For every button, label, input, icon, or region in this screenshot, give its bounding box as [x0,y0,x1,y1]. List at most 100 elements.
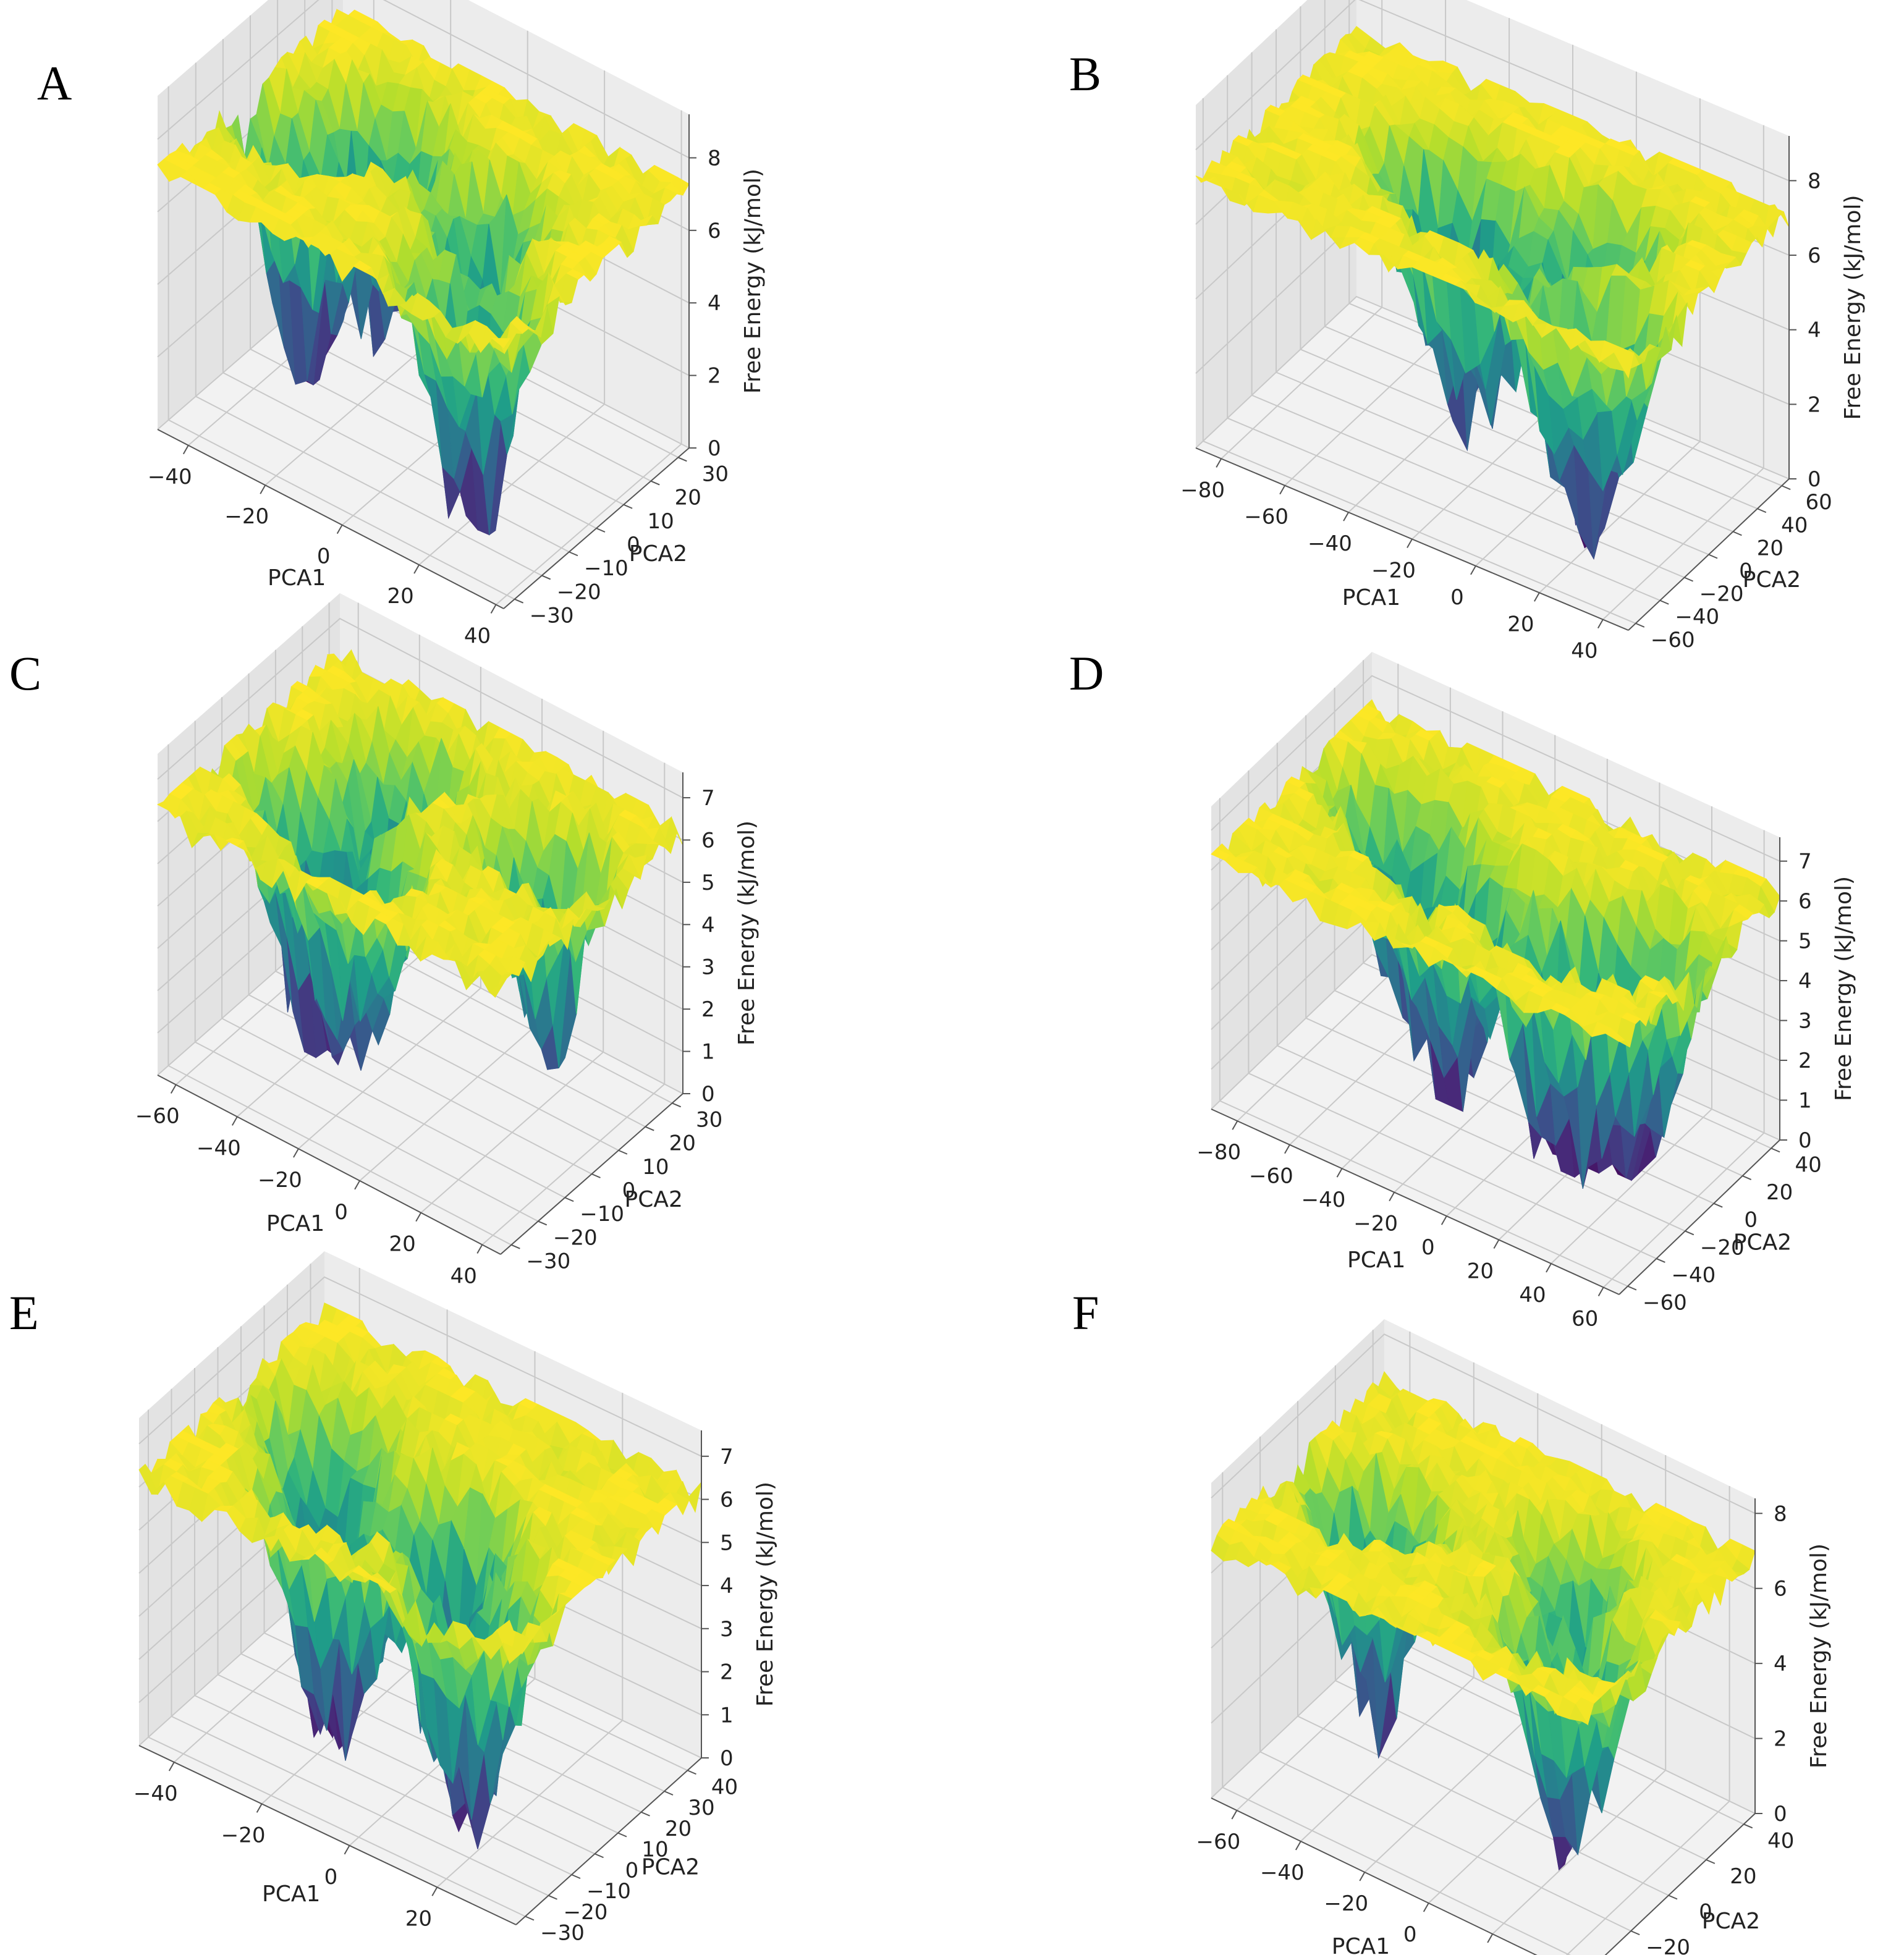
z-tick-label: 6 [701,828,715,853]
z-axis-title: Free Energy (kJ/mol) [1840,195,1866,420]
z-gridline [1211,1333,1756,1514]
y-tick-label: −20 [553,1225,598,1250]
x-axis-title: PCA1 [268,565,326,591]
x-tick-mark [1597,1286,1604,1296]
y-tick-label: 0 [1744,1208,1758,1233]
y-tick-label: −30 [530,604,574,628]
x-tick-mark [260,484,266,494]
x-tick-mark [413,564,420,574]
y-tick-mark [1685,1230,1695,1236]
y-tick-label: 20 [665,1817,692,1841]
x-tick-mark [231,1116,238,1126]
panel-d: D −80 −60 −40 −20 0 20 40 60 −60 −40 −20 0 20 40 0 1 2 3 4… [952,618,1904,1331]
y-tick-mark [664,1791,674,1796]
x-tick-mark [1493,1239,1500,1249]
z-axis-title: Free Energy (kJ/mol) [734,821,759,1045]
z-tick-label: 3 [720,1617,734,1642]
y-tick-label: 30 [696,1107,722,1132]
energy-surface [1211,1370,1756,1871]
x-tick-mark [1232,1120,1238,1130]
x-tick-mark [415,1212,422,1222]
x-axis-line [157,429,504,609]
z-tick-label: 6 [1808,243,1821,268]
z-tick-label: 8 [708,146,721,171]
energy-surface [1195,25,1790,560]
energy-surface [157,9,690,536]
x-tick-mark [1597,619,1604,629]
x-tick-label: −40 [148,465,192,489]
z-tick-label: 1 [1798,1089,1812,1113]
y-tick-mark [594,1853,604,1859]
x-tick-label: 40 [1571,639,1597,664]
z-tick-label: 5 [701,871,715,895]
x-tick-mark [182,445,189,455]
x-tick-label: −20 [224,504,269,529]
panel-a: A −40 −20 0 20 40 −30 −20 −10 0 10 20 30 0 2 4 6 8 PCA1 PC… [0,0,952,649]
x-tick-label: 60 [1572,1306,1598,1331]
y-tick-label: 20 [675,486,701,510]
x-axis-title: PCA1 [1347,1248,1405,1273]
y-tick-mark [541,575,551,580]
z-tick-label: 6 [708,219,721,243]
y-tick-label: −20 [1700,1235,1745,1260]
z-tick-label: 4 [701,913,715,937]
surface-facet [1614,347,1635,379]
y-tick-label: 0 [627,533,640,557]
z-gridline [1195,0,1790,182]
y-tick-label: 30 [702,462,729,486]
x-axis-title: PCA1 [266,1211,324,1236]
y-tick-label: 20 [1757,536,1783,560]
x-tick-label: 0 [1450,585,1464,610]
x-tick-mark [1216,458,1222,468]
y-axis-title: PCA2 [641,1855,700,1880]
z-tick-label: 0 [1808,467,1821,492]
y-tick-label: 40 [711,1775,738,1799]
x-tick-label: −80 [1180,478,1225,502]
z-tick-label: 7 [720,1445,734,1469]
z-tick-label: 4 [1798,969,1812,994]
y-tick-mark [672,1102,682,1108]
z-gridline [157,0,690,159]
y-tick-mark [617,1832,627,1838]
z-axis-title: Free Energy (kJ/mol) [1831,876,1856,1101]
z-gridline [1211,675,1780,862]
y-axis-title: PCA2 [625,1187,683,1212]
z-tick-label: 2 [1798,1049,1812,1073]
y-tick-mark [618,1149,628,1155]
z-axis-title: Free Energy (kJ/mol) [740,169,766,394]
x-tick-mark [490,604,497,614]
panel-label-c: C [9,646,42,700]
y-tick-mark [569,551,578,557]
z-tick-label: 8 [1808,169,1821,193]
z-tick-label: 4 [708,291,721,316]
y-tick-label: 30 [688,1796,714,1820]
z-tick-label: 4 [720,1574,734,1598]
panel-label-a: A [37,56,72,110]
y-tick-mark [564,1197,574,1202]
z-tick-label: 3 [1798,1009,1812,1034]
z-tick-label: 2 [701,997,715,1022]
surface-facet [502,1642,523,1664]
y-tick-label: −20 [557,580,601,604]
y-tick-mark [571,1874,581,1879]
panel-b: B −80 −60 −40 −20 0 20 40 −60 −40 −20 0 20 40 60 0 2 4 6 8… [952,0,1904,664]
z-axis-title: Free Energy (kJ/mol) [753,1482,778,1707]
x-tick-label: −60 [135,1104,180,1129]
y-tick-label: −10 [586,1879,631,1904]
x-tick-label: −20 [1371,559,1416,583]
x-axis-line [157,1075,501,1255]
x-tick-mark [1279,485,1285,495]
x-axis-title: PCA1 [262,1881,320,1907]
z-tick-label: 2 [1808,392,1821,417]
y-tick-mark [1656,1258,1665,1263]
chart-d: −80−60−40−200204060−60−40−20020400123456… [1196,652,1856,1331]
y-tick-mark [1659,599,1669,605]
z-tick-label: 2 [708,364,721,389]
x-tick-mark [344,1845,350,1855]
z-tick-label: 0 [701,1082,715,1107]
x-tick-mark [256,1803,263,1813]
energy-surface [138,1302,702,1849]
y-tick-mark [1771,1147,1780,1153]
x-tick-label: 0 [324,1865,338,1890]
y-tick-mark [1627,1285,1637,1291]
